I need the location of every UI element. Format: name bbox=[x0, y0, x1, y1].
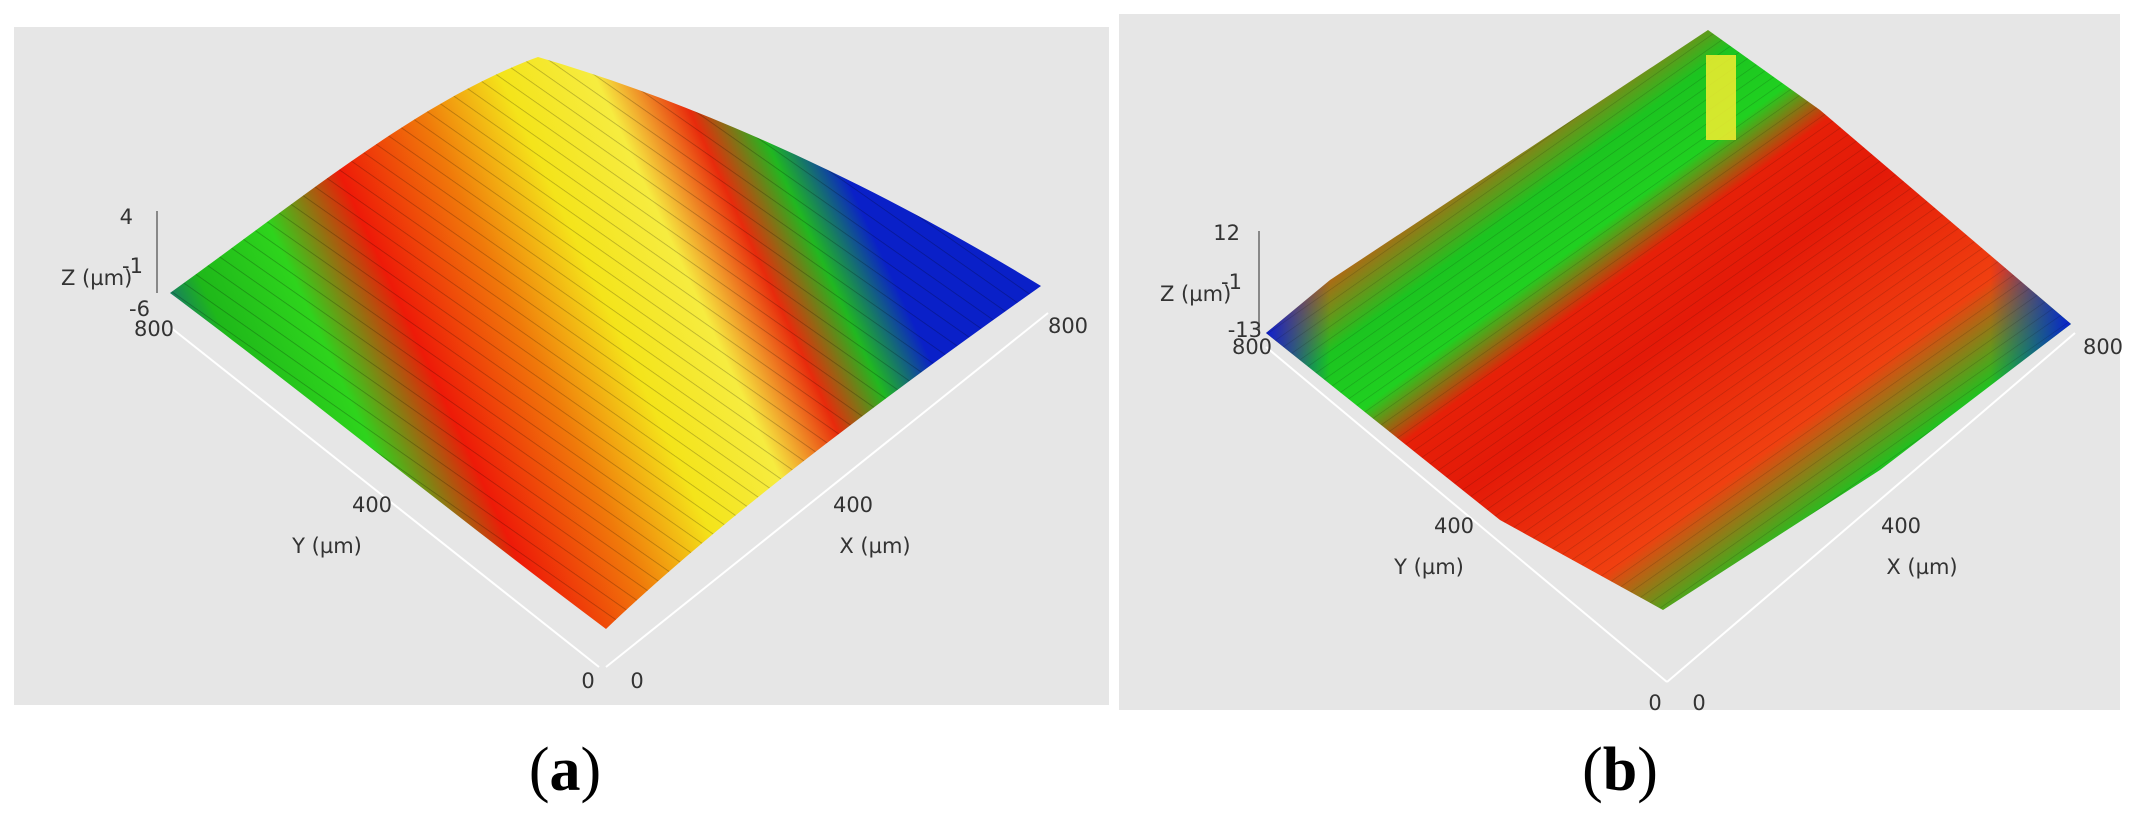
x-label: X (µm) bbox=[1886, 555, 1957, 579]
z-tick-label: 4 bbox=[120, 205, 133, 229]
caption-letter: a bbox=[550, 736, 581, 804]
caption: (b) bbox=[1582, 736, 1658, 804]
x-label: X (µm) bbox=[839, 534, 910, 558]
x-tick-label: 800 bbox=[2083, 335, 2123, 359]
y-tick-label: 800 bbox=[134, 317, 174, 341]
surface-texture bbox=[1266, 30, 2071, 610]
z-label: Z (µm) bbox=[1160, 282, 1231, 306]
surface-texture bbox=[170, 57, 1041, 629]
caption-paren: ) bbox=[1637, 736, 1658, 804]
x-axis bbox=[605, 312, 1049, 668]
y-tick-label: 0 bbox=[581, 669, 594, 693]
z-tick-label: -1 bbox=[1221, 270, 1242, 294]
y-tick-label: 800 bbox=[1232, 335, 1272, 359]
y-label: Y (µm) bbox=[291, 534, 362, 558]
y-tick-label: 400 bbox=[352, 493, 392, 517]
z-tick-label: -13 bbox=[1228, 318, 1262, 342]
x-tick-label: 0 bbox=[1692, 691, 1705, 715]
x-tick-label: 400 bbox=[833, 493, 873, 517]
z-tick-label: -6 bbox=[129, 297, 150, 321]
surface-peak bbox=[1706, 55, 1736, 140]
y-axis bbox=[169, 326, 600, 668]
x-tick-label: 800 bbox=[1048, 314, 1088, 338]
caption-paren: ( bbox=[1582, 736, 1603, 804]
z-label: Z (µm) bbox=[61, 266, 132, 290]
z-tick-label: 12 bbox=[1213, 221, 1240, 245]
y-tick-label: 400 bbox=[1434, 514, 1474, 538]
x-tick-label: 400 bbox=[1881, 514, 1921, 538]
y-label: Y (µm) bbox=[1393, 555, 1464, 579]
caption-paren: ) bbox=[581, 736, 602, 804]
x-tick-label: 0 bbox=[630, 669, 643, 693]
x-axis bbox=[1666, 332, 2076, 683]
caption-letter: b bbox=[1603, 736, 1637, 804]
caption-paren: ( bbox=[529, 736, 550, 804]
y-tick-label: 0 bbox=[1648, 691, 1661, 715]
z-tick-label: -1 bbox=[122, 254, 143, 278]
caption: (a) bbox=[529, 736, 601, 804]
y-axis bbox=[1265, 346, 1668, 683]
